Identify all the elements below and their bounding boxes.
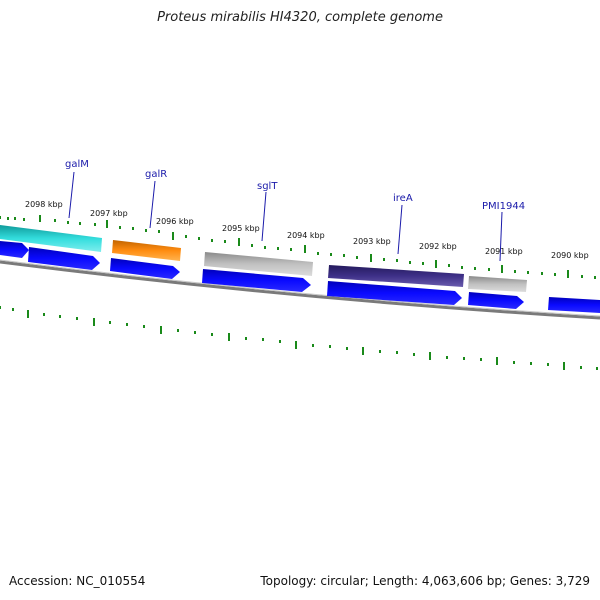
inner-ticks: [0, 306, 598, 370]
tick-label: 2090 kbp: [551, 251, 589, 260]
tick-label: 2098 kbp: [25, 200, 63, 209]
cds-arrow-7[interactable]: [548, 297, 600, 313]
cds-arrow-6[interactable]: [468, 292, 524, 309]
tick-label: 2096 kbp: [156, 217, 194, 226]
tick-label: 2094 kbp: [287, 231, 325, 240]
genome-backbone-highlight: [0, 259, 600, 317]
genome-backbone: [0, 260, 600, 320]
outer-ticks: [0, 215, 596, 279]
ireA-gene[interactable]: [328, 265, 464, 287]
gene-label-galR[interactable]: galR: [145, 169, 167, 180]
galM-gene[interactable]: [0, 225, 102, 252]
gene-label-ireA[interactable]: ireA: [393, 193, 413, 204]
galR-gene[interactable]: [112, 240, 181, 261]
map-title: Proteus mirabilis HI4320, complete genom…: [157, 10, 443, 25]
gene-label-galM[interactable]: galM: [65, 159, 89, 170]
cds-arrow-5[interactable]: [327, 281, 462, 305]
tick-label: 2091 kbp: [485, 247, 523, 256]
tick-label: 2095 kbp: [222, 224, 260, 233]
tick-label: 2097 kbp: [90, 209, 128, 218]
cds-arrow-2[interactable]: [28, 247, 100, 270]
sglT-gene[interactable]: [204, 252, 313, 276]
cds-arrow-4[interactable]: [202, 269, 311, 292]
gene-label-PMI1944[interactable]: PMI1944: [482, 201, 525, 212]
gene-label-sglT[interactable]: sglT: [257, 181, 278, 192]
PMI1944-gene[interactable]: [468, 276, 527, 292]
tick-label: 2093 kbp: [353, 237, 391, 246]
gene-label-lines: [68, 171, 503, 262]
cds-arrow-3[interactable]: [110, 258, 180, 279]
scale-labels: 2098 kbp 2097 kbp 2096 kbp 2095 kbp 2094…: [25, 200, 589, 260]
topology-label: Topology: circular; Length: 4,063,606 bp…: [260, 574, 590, 588]
cds-arrow-1[interactable]: [0, 241, 29, 258]
tick-label: 2092 kbp: [419, 242, 457, 251]
gene-labels: galM galR sglT ireA PMI1944: [65, 159, 525, 212]
accession-label: Accession: NC_010554: [9, 574, 146, 588]
